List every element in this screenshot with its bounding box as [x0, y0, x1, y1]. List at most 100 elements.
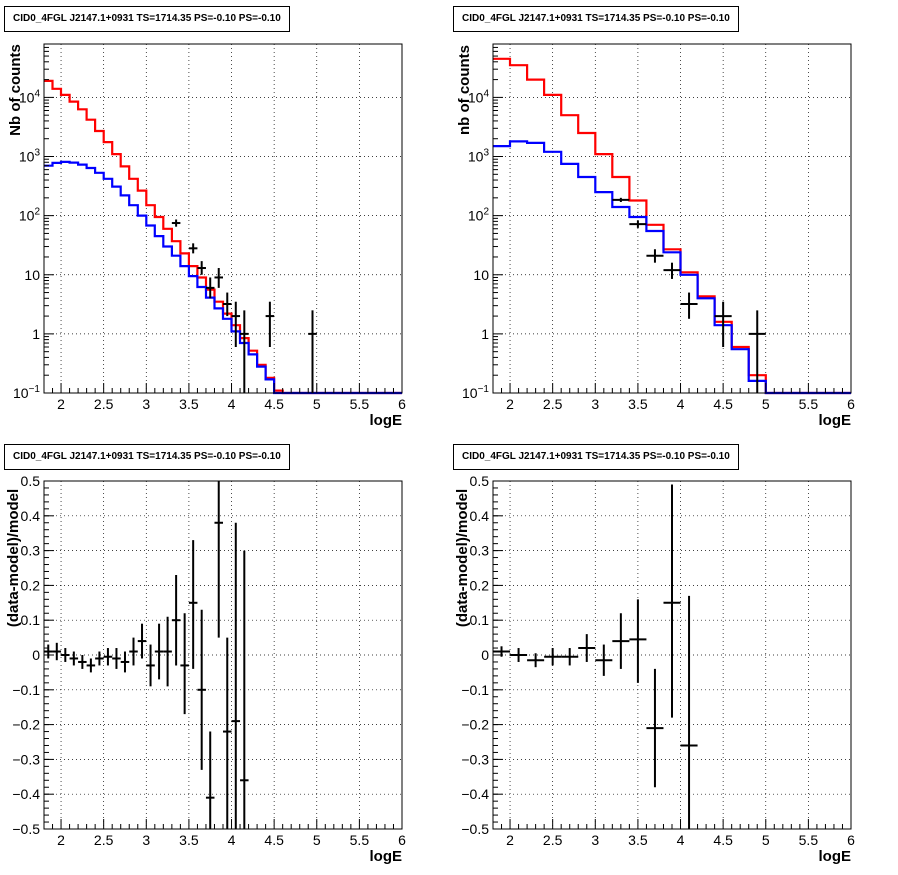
y-tick-label: 10−1 [13, 384, 40, 401]
y-tick-label: 0 [32, 647, 40, 663]
y-axis: −0.5 −0.4 −0.3 −0.2 −0.1 0 0.1 0.2 0.3 0.4 0.5(dat… [454, 473, 503, 837]
data-point [103, 648, 113, 666]
x-tick-label: 3 [142, 396, 150, 412]
data-point [646, 249, 664, 263]
y-tick-label: 0.4 [21, 508, 41, 524]
y-axis-label: Nb of counts [7, 44, 24, 136]
y-tick-label: 0.4 [470, 508, 490, 524]
y-tick-label: 104 [19, 88, 41, 105]
y-tick-label: −0.1 [12, 682, 40, 698]
data-point [171, 219, 181, 227]
y-tick-label: 10−1 [462, 384, 489, 401]
x-tick-label: 5 [762, 832, 770, 848]
residual-plot-right: 2 2.5 3 3.5 4 4.5 5 5.5 6logE−0.5−0.4−0.3−0.2−0.… [454, 473, 855, 865]
x-tick-label: 4.5 [264, 396, 284, 412]
y-tick-label: −0.3 [461, 751, 489, 767]
data-point [308, 310, 317, 393]
plot-frame [43, 43, 403, 394]
y-tick-label: 10 [473, 267, 489, 283]
x-tick-label: 4 [677, 832, 685, 848]
data-point [223, 292, 232, 317]
data-point [197, 261, 206, 275]
data-point [163, 616, 172, 687]
x-tick-label: 4 [677, 396, 685, 412]
data-point [231, 301, 241, 347]
plot-title: CID0_4FGL J2147.1+0931 TS=1714.35 PS=-0.… [4, 6, 290, 32]
data-point [137, 623, 147, 659]
y-tick-label: −0.2 [461, 717, 489, 733]
data-point [154, 623, 164, 680]
data-point [612, 613, 630, 669]
data-point [544, 648, 562, 666]
y-tick-label: 0.1 [470, 612, 490, 628]
data-point [663, 262, 681, 279]
counts-plot-pad-right: 2 2.5 3 3.5 4 4.5 5 5.5 6 logE 10−1 1 10 102 103 104 nb … [449, 0, 898, 438]
data-point [510, 648, 528, 662]
data-point [680, 292, 698, 319]
x-tick-label: 4 [228, 396, 236, 412]
y-tick-label: 102 [19, 207, 41, 224]
data-point [663, 484, 681, 718]
data-point [629, 599, 647, 683]
model-total-histogram [493, 57, 851, 395]
data-point [629, 220, 647, 228]
y-tick-label: 0.5 [470, 473, 490, 489]
y-tick-label: 103 [19, 148, 41, 165]
x-tick-label: 4 [228, 832, 236, 848]
data-points [612, 197, 766, 393]
x-tick-label: 6 [847, 396, 855, 412]
y-tick-label: 0.3 [21, 543, 41, 559]
y-tick-label: −0.4 [461, 786, 489, 802]
y-tick-label: −0.2 [12, 717, 40, 733]
data-point [265, 301, 275, 347]
data-point [680, 595, 698, 829]
data-point [214, 481, 223, 638]
data-point [223, 637, 232, 829]
x-tick-label: 4.5 [713, 832, 733, 848]
residual-plot-pad-left: 2 2.5 3 3.5 4 4.5 5 5.5 6 logE −0.5 −0.4 −0.3 −0.2 −0.… [0, 438, 449, 875]
x-tick-label: 3.5 [179, 832, 199, 848]
data-point [69, 651, 79, 666]
y-tick-label: 0.3 [470, 543, 490, 559]
x-tick-label: 4.5 [264, 832, 284, 848]
grid [493, 44, 851, 393]
counts-plot-pad-left: 2 2.5 3 3.5 4 4.5 5 5.5 6 logE 10−1 1 10 102 103 104 Nb … [0, 0, 449, 438]
residual-plot-left: 2 2.5 3 3.5 4 4.5 5 5.5 6logE−0.5−0.4−0.3−0.2−0.… [5, 473, 406, 865]
x-tick-label: 6 [847, 832, 855, 848]
data-point [240, 550, 249, 829]
x-tick-label: 2.5 [94, 832, 114, 848]
y-tick-label: 1 [481, 326, 489, 342]
x-tick-label: 3.5 [628, 832, 648, 848]
data-point [527, 653, 545, 668]
data-points [493, 484, 698, 829]
data-point [61, 648, 70, 662]
x-tick-label: 2.5 [94, 396, 114, 412]
data-point [595, 644, 613, 676]
plot-title: CID0_4FGL J2147.1+0931 TS=1714.35 PS=-0.… [453, 6, 739, 32]
data-point [112, 648, 121, 669]
x-tick-label: 5 [762, 396, 770, 412]
y-axis-label: nb of counts [456, 45, 473, 135]
plot-title: CID0_4FGL J2147.1+0931 TS=1714.35 PS=-0.… [453, 444, 739, 470]
data-points [44, 481, 249, 829]
data-point [197, 609, 206, 770]
data-point [44, 644, 53, 659]
y-tick-label: −0.4 [12, 786, 40, 802]
x-tick-label: 5.5 [799, 832, 819, 848]
plot-frame [492, 43, 852, 394]
x-tick-label: 5 [313, 832, 321, 848]
data-point [95, 651, 104, 666]
y-tick-label: −0.5 [12, 821, 40, 837]
y-tick-label: −0.3 [12, 751, 40, 767]
y-tick-label: 0 [481, 647, 489, 663]
data-point [129, 637, 138, 666]
x-tick-label: 3 [142, 832, 150, 848]
data-point [205, 731, 215, 829]
x-tick-label: 2 [506, 832, 514, 848]
grid [44, 481, 402, 829]
